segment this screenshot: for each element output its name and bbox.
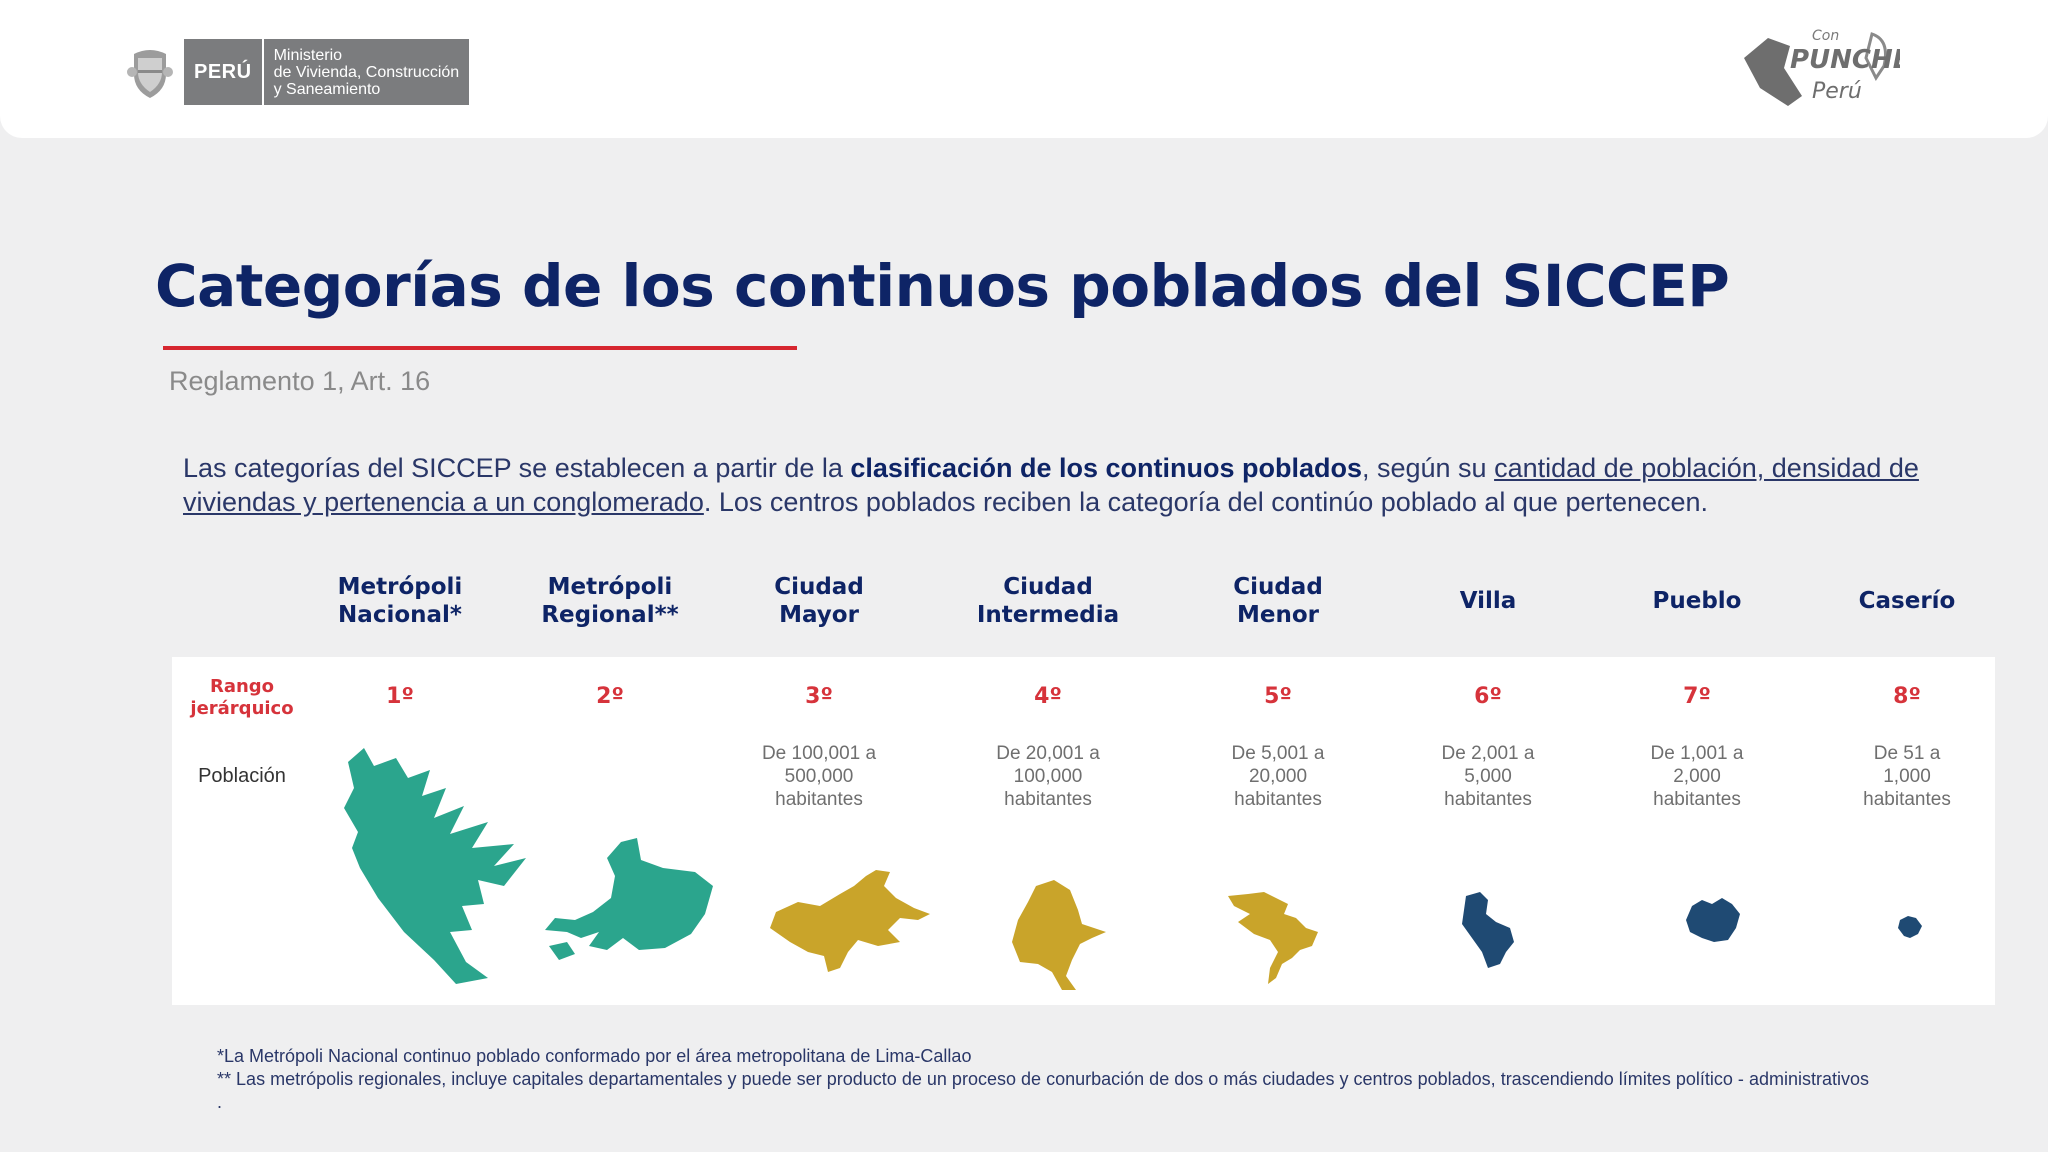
population-line-3: habitantes — [1234, 789, 1322, 810]
population-line-3: habitantes — [1653, 789, 1741, 810]
rank-value-1: 1º — [386, 684, 414, 709]
column-header-6: Villa — [1388, 572, 1588, 630]
ciudad-mayor-shape — [770, 870, 930, 972]
population-line-2: 20,000 — [1248, 766, 1308, 787]
ministry-label-box: PERÚ Ministerio de Vivienda, Construcció… — [184, 39, 470, 105]
page-title: Categorías de los continuos poblados del… — [155, 252, 1730, 320]
population-line-1: De 5,001 a — [1231, 743, 1325, 764]
rank-value-4: 4º — [1034, 684, 1062, 709]
population-range-8: De 51 a 1,000 habitantes — [1807, 742, 2007, 811]
logo-text-con: Con — [1812, 28, 1839, 44]
title-underline — [163, 346, 797, 350]
population-range-5: De 5,001 a 20,000 habitantes — [1178, 742, 1378, 811]
con-punche-peru-logo: Con PUNCHE Perú — [1744, 28, 1900, 106]
row-label-rank: Rango jerárquico — [172, 676, 312, 720]
column-header-line-2: Nacional* — [338, 602, 462, 628]
logo-text-peru: Perú — [1812, 79, 1862, 104]
intro-text-3: . Los centros poblados reciben la catego… — [703, 487, 1709, 517]
rank-value-5: 5º — [1264, 684, 1292, 709]
row-label-rank-line-2: jerárquico — [190, 698, 294, 719]
metropoli-nacional-shape — [344, 748, 526, 984]
population-line-2: 1,000 — [1883, 766, 1931, 787]
population-line-1: De 20,001 a — [996, 743, 1100, 764]
footnotes: *La Metrópoli Nacional continuo poblado … — [217, 1045, 1869, 1114]
caserio-shape — [1898, 916, 1922, 938]
ministry-name: Ministerio de Vivienda, Construcción y S… — [264, 47, 470, 98]
rank-value-8: 8º — [1893, 684, 1921, 709]
population-line-1: De 100,001 a — [761, 743, 877, 764]
intro-underlined-text: cantidad de población, densidad de vivie… — [183, 453, 1919, 517]
column-header-line-1: Ciudad — [1233, 574, 1323, 600]
intro-paragraph: Las categorías del SICCEP se establecen … — [183, 451, 1933, 519]
column-header-line-1: Pueblo — [1652, 588, 1742, 614]
intro-text-2: , según su — [1361, 453, 1495, 483]
population-line-1: De 51 a — [1873, 743, 1941, 764]
column-header-4: Ciudad Intermedia — [948, 572, 1148, 630]
population-range-3: De 100,001 a 500,000 habitantes — [719, 742, 919, 811]
peru-coat-of-arms-icon — [127, 50, 173, 98]
footnote-2: ** Las metrópolis regionales, incluye ca… — [217, 1069, 1869, 1112]
metropoli-regional-shape — [545, 838, 713, 960]
column-header-1: Metrópoli Nacional* — [300, 572, 500, 630]
column-header-line-1: Metrópoli — [337, 574, 463, 600]
intro-text-1: Las categorías del SICCEP se establecen … — [183, 453, 851, 483]
column-header-line-2: Menor — [1236, 602, 1319, 628]
population-line-1: De 1,001 a — [1650, 743, 1744, 764]
population-line-3: habitantes — [775, 789, 863, 810]
population-line-2: 500,000 — [784, 766, 854, 787]
population-line-3: habitantes — [1004, 789, 1092, 810]
rank-value-3: 3º — [805, 684, 833, 709]
ciudad-intermedia-shape — [1012, 880, 1106, 990]
column-header-line-1: Metrópoli — [547, 574, 673, 600]
column-header-5: Ciudad Menor — [1178, 572, 1378, 630]
peru-word: PERÚ — [184, 39, 264, 105]
rank-value-2: 2º — [596, 684, 624, 709]
column-header-line-1: Caserío — [1858, 588, 1956, 614]
ministry-logo: PERÚ Ministerio de Vivienda, Construcció… — [126, 38, 470, 106]
pueblo-shape — [1686, 898, 1740, 942]
ministry-line-2: de Vivienda, Construcción — [273, 63, 460, 81]
column-header-8: Caserío — [1807, 572, 2007, 630]
population-range-7: De 1,001 a 2,000 habitantes — [1597, 742, 1797, 811]
column-header-line-1: Villa — [1459, 588, 1517, 614]
population-line-1: De 2,001 a — [1441, 743, 1535, 764]
population-range-6: De 2,001 a 5,000 habitantes — [1388, 742, 1588, 811]
row-label-rank-line-1: Rango — [209, 676, 275, 697]
villa-shape — [1462, 892, 1514, 968]
rank-value-6: 6º — [1474, 684, 1502, 709]
population-line-2: 5,000 — [1464, 766, 1512, 787]
footnote-1: *La Metrópoli Nacional continuo poblado … — [217, 1046, 972, 1066]
ministry-line-3: y Saneamiento — [273, 80, 381, 98]
intro-bold-text: clasificación de los continuos poblados — [850, 453, 1362, 483]
rank-value-7: 7º — [1683, 684, 1711, 709]
column-header-line-1: Ciudad — [1003, 574, 1093, 600]
page-subtitle: Reglamento 1, Art. 16 — [169, 366, 431, 396]
population-line-2: 100,000 — [1013, 766, 1083, 787]
column-header-line-2: Intermedia — [976, 602, 1120, 628]
header-bar: PERÚ Ministerio de Vivienda, Construcció… — [0, 0, 2048, 138]
population-line-3: habitantes — [1444, 789, 1532, 810]
row-label-population: Población — [198, 765, 286, 787]
column-header-line-2: Mayor — [779, 602, 859, 628]
column-header-3: Ciudad Mayor — [719, 572, 919, 630]
column-header-line-1: Ciudad — [774, 574, 864, 600]
logo-text-punche: PUNCHE — [1790, 45, 1900, 75]
population-line-2: 2,000 — [1673, 766, 1721, 787]
column-header-2: Metrópoli Regional** — [510, 572, 710, 630]
population-line-3: habitantes — [1863, 789, 1951, 810]
ministry-line-1: Ministerio — [273, 46, 343, 64]
column-header-line-2: Regional** — [541, 602, 679, 628]
column-header-7: Pueblo — [1597, 572, 1797, 630]
population-range-4: De 20,001 a 100,000 habitantes — [948, 742, 1148, 811]
ciudad-menor-shape — [1228, 892, 1318, 984]
